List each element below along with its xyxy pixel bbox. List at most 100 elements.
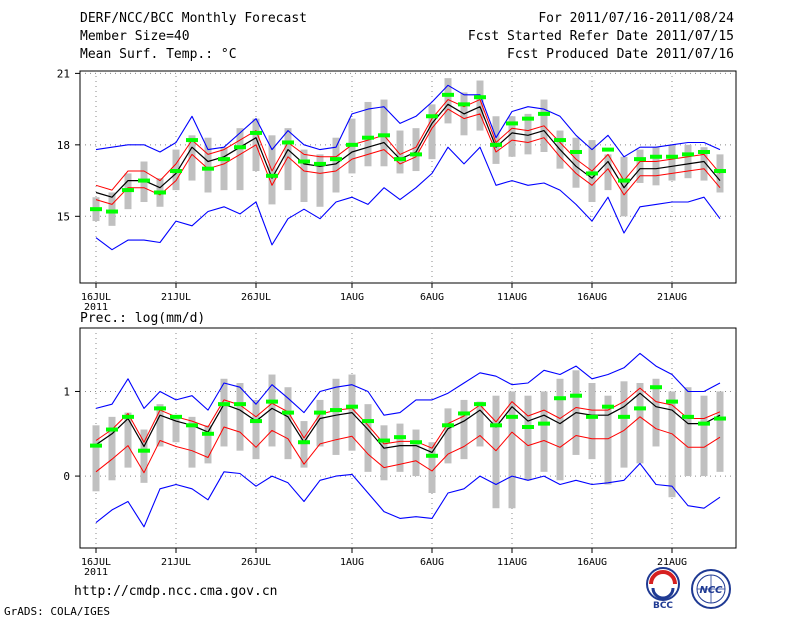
panel1-range-bar — [412, 128, 420, 172]
fcst-produced-label: Fcst Produced Date 2011/07/16 — [507, 47, 734, 62]
panel1-range-bar — [396, 130, 404, 174]
panel1-range-bar — [108, 192, 116, 226]
panel2-marker — [506, 414, 518, 419]
panel2-marker — [298, 440, 310, 445]
panel1-range-bar — [364, 101, 372, 167]
panel2-x-tick-label: 21AUG — [657, 557, 687, 568]
panel2-marker — [202, 431, 214, 436]
panel1-line-ensemble-mean — [95, 103, 721, 198]
panel1-range-bar — [572, 137, 580, 188]
panel2-x-tick-label: 11AUG — [497, 557, 527, 568]
panel2-marker — [154, 406, 166, 411]
panel2-marker — [346, 404, 358, 409]
panel2-marker — [186, 423, 198, 428]
panel2-range-bar — [492, 395, 500, 509]
panel2-marker — [458, 411, 470, 416]
panel2-marker — [602, 404, 614, 409]
panel1-range-bar — [284, 128, 292, 191]
panel1-marker — [698, 149, 710, 154]
panel2-frame — [79, 327, 737, 549]
panel1-marker — [618, 178, 630, 183]
panel2-range-bar — [508, 391, 516, 509]
panel2-marker — [250, 419, 262, 424]
panel1-marker — [378, 133, 390, 138]
panel1-marker — [714, 169, 726, 174]
panel1-marker — [346, 142, 358, 147]
panel1-range-bar — [220, 147, 228, 191]
panel2-range-bar — [412, 429, 420, 477]
panel1-marker — [570, 149, 582, 154]
panel2-marker — [170, 414, 182, 419]
panel2-range-bar — [444, 408, 452, 464]
panel1-range-bar — [380, 99, 388, 167]
panel1-line-member-lower — [95, 108, 721, 205]
panel2-range-bar — [428, 442, 436, 493]
panel1-range-bar — [716, 154, 724, 193]
panel1-marker — [490, 142, 502, 147]
panel1-marker — [330, 157, 342, 162]
panel2-marker — [618, 414, 630, 419]
panel2-range-bar — [268, 374, 276, 447]
panel2-marker — [698, 421, 710, 426]
panel2-range-bar — [380, 425, 388, 481]
panel1-range-bar — [444, 78, 452, 124]
panel2-range-bar — [364, 404, 372, 472]
panel2-range-bar — [92, 425, 100, 492]
panel2-line-max — [95, 352, 721, 416]
panel1-marker — [666, 154, 678, 159]
panel2-marker — [554, 396, 566, 401]
panel2-marker — [474, 402, 486, 407]
panel2-marker — [314, 410, 326, 415]
panel2-marker — [90, 443, 102, 448]
panel1-frame — [79, 70, 737, 284]
panel1-marker — [554, 138, 566, 143]
panel2-range-bar — [588, 383, 596, 460]
panel1-range-bar — [620, 156, 628, 217]
panel2-line-member-lower — [95, 416, 721, 474]
panel2-marker — [522, 425, 534, 429]
panel2-range-bar — [604, 395, 612, 485]
panel2-range-bar — [620, 381, 628, 468]
panel2-x-tick-label: 16JUL — [81, 557, 111, 568]
panel1-marker — [458, 102, 470, 107]
panel2-range-bar — [300, 421, 308, 468]
panel1-marker — [586, 171, 598, 176]
panel2-marker — [570, 393, 582, 398]
panel1-marker — [442, 92, 454, 97]
panel2-range-bar — [108, 416, 116, 481]
panel2-range-bar — [252, 399, 260, 460]
panel1-x-tick-label: 21JUL — [161, 292, 191, 303]
panel2-marker — [410, 440, 422, 445]
panel2-range-bar — [524, 395, 532, 481]
panel2-marker — [378, 438, 390, 443]
panel2-range-bar — [236, 383, 244, 451]
panel2-marker — [490, 423, 502, 428]
panel1-marker — [426, 114, 438, 119]
panel2-range-bar — [140, 429, 148, 483]
panel1-marker — [250, 130, 262, 135]
panel1-x-tick-label: 11AUG — [497, 292, 527, 303]
source-url[interactable]: http://cmdp.ncc.cma.gov.cn — [74, 584, 278, 599]
panel1-marker — [506, 121, 518, 126]
panel2-x-tick-label: 21JUL — [161, 557, 191, 568]
panel1-range-bar — [332, 137, 340, 193]
panel1-range-bar — [524, 113, 532, 155]
panel1-range-bar — [428, 104, 436, 160]
panel1-marker — [106, 209, 118, 214]
chart-title: DERF/NCC/BCC Monthly Forecast — [80, 11, 307, 26]
panel1-range-bar — [188, 135, 196, 181]
panel1-marker — [282, 140, 294, 145]
panel1-range-bar — [316, 154, 324, 207]
panel2-range-bar — [316, 399, 324, 447]
panel1-x-tick-label: 26JUL — [241, 292, 271, 303]
panel1-x-tick-label: 6AUG — [420, 292, 444, 303]
panel1-range-bar — [668, 144, 676, 181]
panel2-x-tick-label: 6AUG — [420, 557, 444, 568]
panel1-x-year-label: 2011 — [84, 302, 108, 313]
panel1-marker — [154, 190, 166, 195]
panel1-range-bar — [476, 80, 484, 131]
panel2-x-tick-label: 26JUL — [241, 557, 271, 568]
panel1-marker — [602, 147, 614, 152]
panel2-range-bar — [652, 378, 660, 447]
